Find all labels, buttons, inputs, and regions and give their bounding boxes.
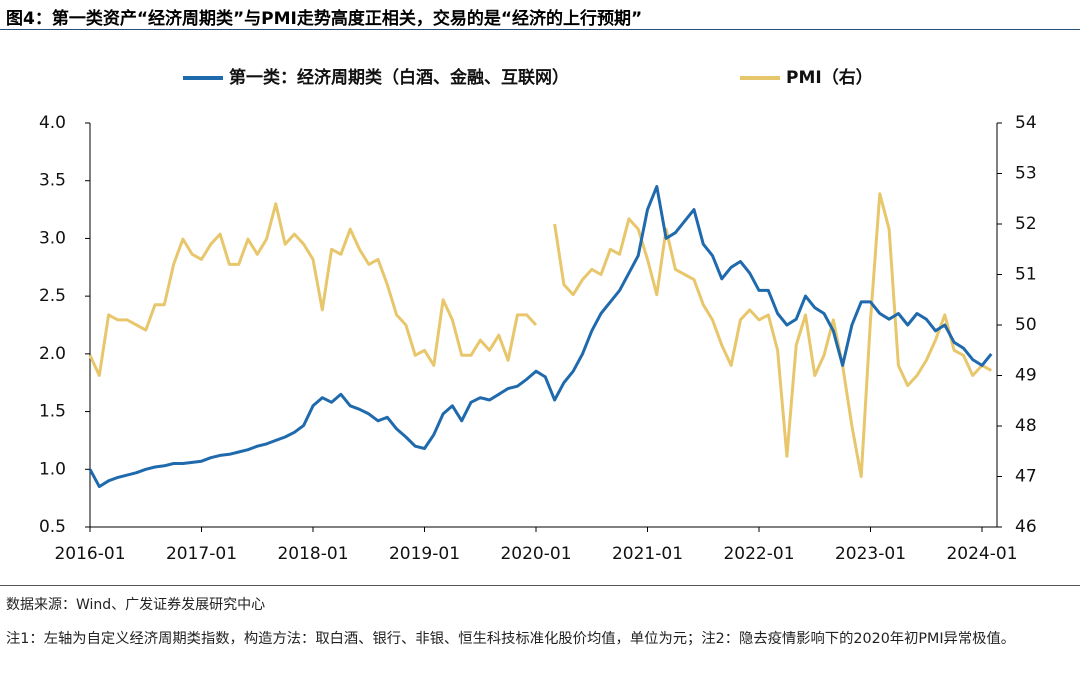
x-tick-label: 2019-01 [389, 544, 460, 564]
chart-title: 图4：第一类资产“经济周期类”与PMI走势高度正相关，交易的是“经济的上行预期” [6, 9, 643, 29]
x-tick-label: 2022-01 [723, 544, 794, 564]
y2-tick-label: 52 [1015, 214, 1037, 234]
y-tick-label: 1.5 [39, 402, 66, 422]
footer-rule [0, 585, 1080, 586]
y-tick-label: 3.0 [39, 228, 66, 248]
y2-tick-label: 51 [1015, 265, 1037, 285]
x-tick-label: 2017-01 [166, 544, 237, 564]
y-tick-label: 2.5 [39, 286, 66, 306]
chart: 0.5 1.0 1.5 2.0 2.5 3.0 3.5 4.0 46 47 48 49 50 51 52 53… [39, 67, 1037, 564]
y-tick-label: 2.0 [39, 344, 66, 364]
y2-tick-label: 49 [1015, 366, 1037, 386]
y2-tick-label: 50 [1015, 315, 1037, 335]
x-tick-label: 2024-01 [946, 544, 1017, 564]
y2-tick-label: 48 [1015, 416, 1037, 436]
x-tick-label: 2018-01 [277, 544, 348, 564]
x-tick-label: 2020-01 [500, 544, 571, 564]
y-tick-label: 1.0 [39, 459, 66, 479]
x-tick-label: 2023-01 [835, 544, 906, 564]
y2-tick-label: 53 [1015, 164, 1037, 184]
y-tick-label: 3.5 [39, 171, 66, 191]
legend-label: PMI（右） [786, 67, 873, 88]
series-line [88, 192, 993, 478]
y-tick-label: 0.5 [39, 517, 66, 537]
title-rule [0, 29, 1080, 30]
note: 注1：左轴为自定义经济周期类指数，构造方法：取白酒、银行、非银、恒生科技标准化股… [6, 631, 1016, 647]
legend-label: 第一类：经济周期类（白酒、金融、互联网） [229, 67, 569, 88]
series-line [88, 185, 993, 489]
y2-tick-label: 46 [1015, 517, 1037, 537]
y-tick-label: 4.0 [39, 113, 66, 133]
y2-tick-label: 47 [1015, 467, 1037, 487]
x-tick-label: 2016-01 [54, 544, 125, 564]
x-tick-label: 2021-01 [612, 544, 683, 564]
source: 数据来源：Wind、广发证券发展研究中心 [6, 597, 266, 613]
y2-tick-label: 54 [1015, 113, 1037, 133]
